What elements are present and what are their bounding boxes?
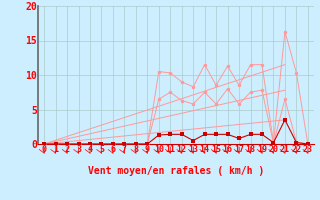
X-axis label: Vent moyen/en rafales ( km/h ): Vent moyen/en rafales ( km/h ) — [88, 165, 264, 176]
